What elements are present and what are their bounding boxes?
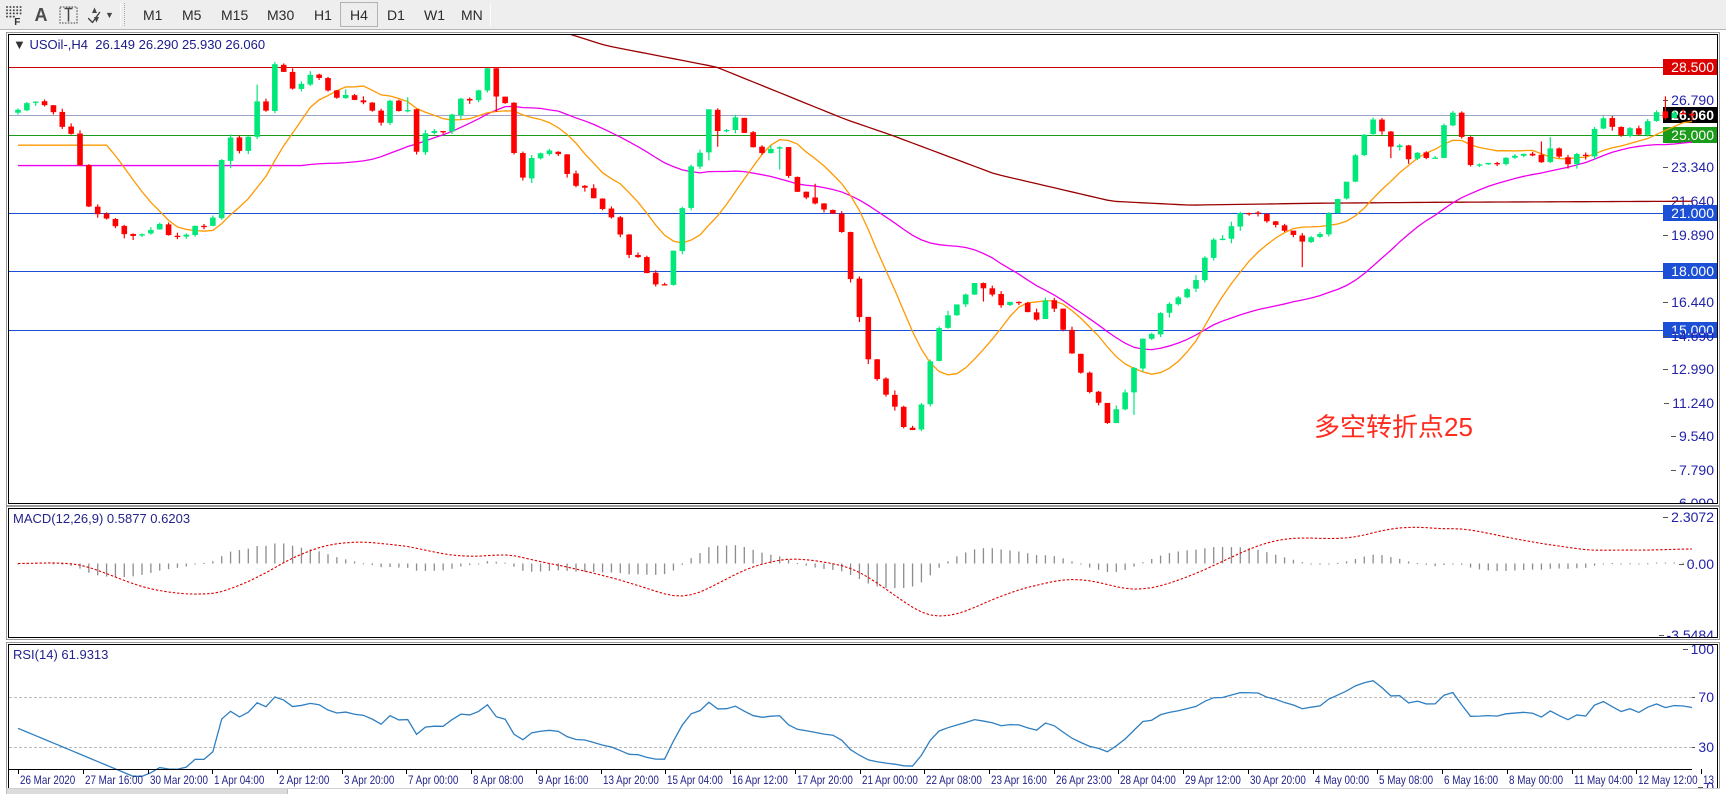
svg-text:F: F	[14, 17, 20, 25]
